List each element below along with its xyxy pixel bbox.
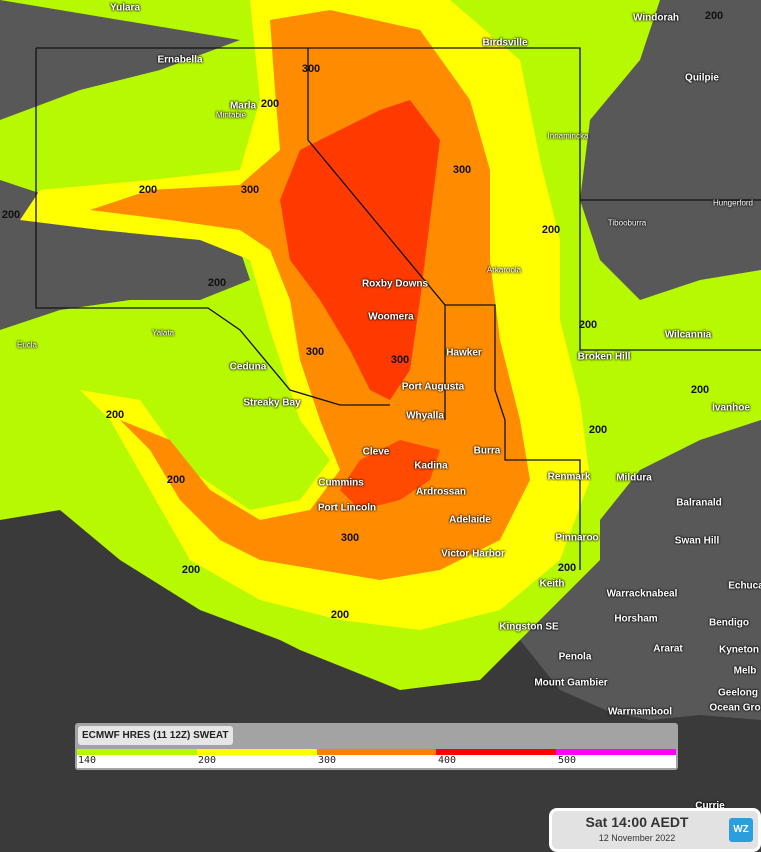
legend: ECMWF HRES (11 12Z) SWEAT 140 200 300 40… [75, 723, 678, 770]
contour-label: 300 [452, 164, 472, 176]
place-label: Port Augusta [401, 381, 465, 393]
contour-label: 200 [207, 277, 227, 289]
timestamp-panel: Sat 14:00 AEDT 12 November 2022 WZ [549, 808, 761, 852]
place-label: Arkaroola [486, 265, 522, 275]
place-label: Broken Hill [577, 351, 631, 363]
place-label: Balranald [676, 497, 722, 509]
contour-label: 200 [181, 564, 201, 576]
contour-label: 300 [240, 184, 260, 196]
place-label: Cummins [318, 477, 364, 489]
place-label: Currie [695, 800, 725, 812]
place-label: Swan Hill [674, 535, 720, 547]
place-label: Mintabie [215, 110, 247, 120]
place-label: Marla [229, 100, 257, 112]
place-label: Port Lincoln [317, 502, 377, 514]
legend-swatch [556, 749, 676, 755]
place-label: Cleve [362, 446, 390, 458]
place-label: Echuca [728, 580, 761, 592]
place-label: Yalata [151, 328, 175, 338]
place-label: Innamincka [547, 131, 589, 141]
place-label: Windorah [632, 12, 680, 24]
contour-label: 200 [690, 384, 710, 396]
place-label: Burra [473, 445, 501, 457]
legend-tick: 200 [198, 755, 217, 766]
state-borders [35, 47, 761, 570]
place-label: Ararat [653, 643, 683, 655]
place-label: Geelong [717, 687, 759, 699]
contour-label: 200 [588, 424, 608, 436]
place-label: Roxby Downs [361, 278, 429, 290]
place-label: Wilcannia [664, 329, 712, 341]
place-label: Kyneton [719, 644, 759, 656]
contour-label: 300 [305, 346, 325, 358]
place-label: Ardrossan [415, 486, 467, 498]
place-label: Hungerford [712, 198, 754, 208]
contour-label: 300 [301, 63, 321, 75]
place-label: Quilpie [685, 72, 719, 84]
forecast-date: 12 November 2022 [598, 833, 676, 843]
contour-label: 200 [557, 562, 577, 574]
forecast-time: Sat 14:00 AEDT [585, 814, 689, 830]
place-label: Adelaide [449, 514, 491, 526]
legend-color-bar [77, 749, 676, 755]
place-label: Birdsville [482, 37, 528, 49]
place-label: Woomera [368, 311, 414, 323]
legend-ticks: 140 200 300 400 500 [77, 755, 676, 768]
field-peak-2 [340, 440, 440, 510]
place-label: Keith [539, 578, 565, 590]
legend-tick: 300 [318, 755, 337, 766]
place-label: Victor Harbor [441, 548, 505, 560]
place-label: Ernabella [157, 54, 203, 66]
contour-label: 200 [166, 474, 186, 486]
contour-label: 200 [330, 609, 350, 621]
place-label: Ceduna [229, 361, 267, 373]
legend-swatch [196, 749, 317, 755]
place-label: Kingston SE [499, 621, 559, 633]
weatherzone-logo[interactable]: WZ [729, 818, 753, 842]
place-label: Renmark [547, 471, 591, 483]
place-label: Kadina [414, 460, 448, 472]
place-label: Streaky Bay [243, 397, 301, 409]
place-label: Mount Gambier [534, 677, 608, 689]
place-label: Hawker [446, 347, 482, 359]
field-peak [280, 100, 440, 400]
contour-label: 200 [260, 98, 280, 110]
legend-tick: 400 [438, 755, 457, 766]
contour-label: 200 [138, 184, 158, 196]
place-label: Pinnaroo [555, 532, 599, 544]
contour-label: 300 [340, 532, 360, 544]
legend-swatch [77, 749, 197, 755]
legend-swatch [436, 749, 557, 755]
place-label: Whyalla [406, 410, 444, 422]
contour-label: 200 [704, 10, 724, 22]
place-label: Mildura [616, 472, 652, 484]
contour-label: 200 [578, 319, 598, 331]
legend-tick: 140 [78, 755, 97, 766]
place-label: Melb [733, 665, 757, 677]
contour-label: 200 [541, 224, 561, 236]
place-label: Bendigo [709, 617, 749, 629]
place-label: Ivanhoe [712, 402, 750, 414]
place-label: Tibooburra [607, 218, 647, 228]
place-label: Warracknabeal [606, 588, 678, 600]
place-label: Warrnambool [607, 706, 673, 718]
place-label: Horsham [614, 613, 658, 625]
contour-label: 300 [390, 354, 410, 366]
place-label: Ocean Gro [709, 702, 761, 714]
place-label: Penola [558, 651, 592, 663]
place-label: Eucla [16, 340, 38, 350]
legend-title: ECMWF HRES (11 12Z) SWEAT [78, 726, 233, 745]
legend-swatch [316, 749, 437, 755]
place-label: Yulara [109, 2, 141, 14]
contour-label: 200 [105, 409, 125, 421]
contour-label: 200 [1, 209, 21, 221]
legend-tick: 500 [558, 755, 577, 766]
